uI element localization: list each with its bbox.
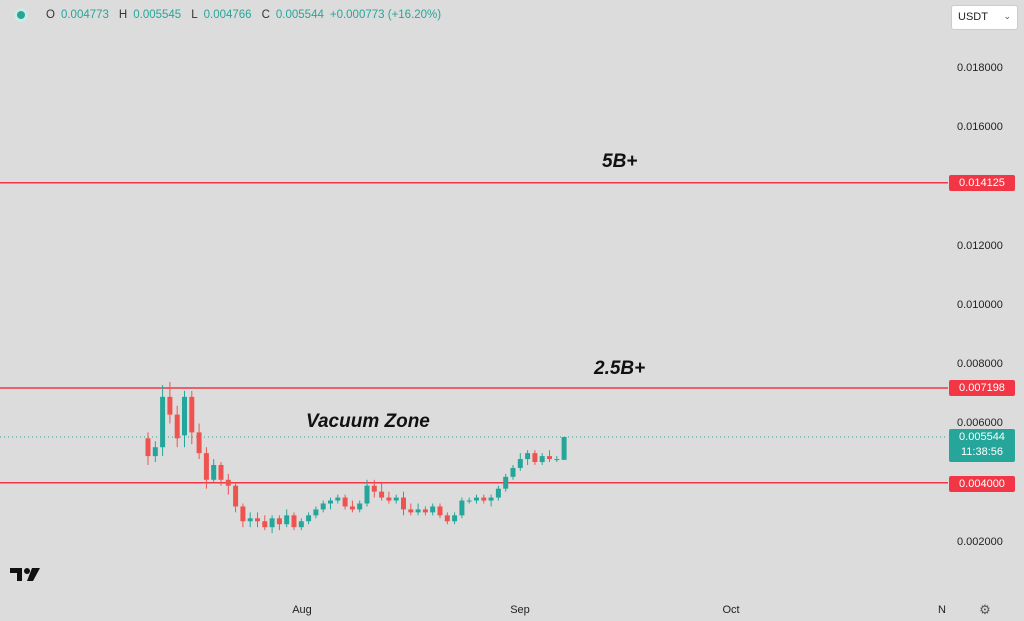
current-price: 0.005544 — [959, 431, 1005, 443]
ohlc-legend: O 0.004773 H 0.005545 L 0.004766 C 0.005544 … — [14, 8, 441, 22]
candle-body — [466, 500, 472, 502]
candle-body — [357, 503, 363, 510]
currency-select[interactable]: USDT ⌄ — [951, 5, 1018, 30]
candle-body — [269, 518, 275, 528]
candle-body — [415, 509, 421, 513]
y-tick: 0.018000 — [957, 62, 1003, 74]
candle-body — [306, 515, 312, 522]
candle-body — [452, 515, 458, 522]
chevron-down-icon: ⌄ — [1003, 11, 1011, 21]
candle-body — [554, 459, 560, 461]
close-key: C — [261, 9, 270, 21]
candle-body — [386, 497, 392, 501]
candle-body — [298, 521, 304, 528]
candle-body — [313, 509, 319, 516]
candle-body — [160, 396, 166, 448]
candle-body — [364, 485, 370, 504]
candle-body — [561, 437, 567, 460]
candle-body — [379, 491, 385, 498]
candle-body — [335, 497, 341, 501]
candle-body — [167, 396, 173, 415]
candle-body — [196, 432, 202, 454]
candle-body — [474, 497, 479, 501]
current-price-label: 0.005544 11:38:56 — [949, 429, 1015, 462]
candle-body — [408, 509, 414, 513]
level-price-label: 0.004000 — [949, 476, 1015, 492]
candle-body — [459, 500, 465, 516]
candle-body — [401, 497, 406, 510]
candle-body — [503, 476, 509, 489]
settings-gear-icon[interactable]: ⚙ — [979, 602, 991, 617]
candle-body — [444, 515, 450, 522]
candle-body — [532, 453, 538, 463]
candle-body — [320, 503, 326, 510]
low-key: L — [191, 9, 198, 21]
candle-body — [430, 506, 436, 513]
candle-body — [240, 506, 246, 522]
candle-body — [371, 485, 377, 492]
currency-label: USDT — [958, 11, 988, 23]
candle-body — [437, 506, 443, 516]
y-tick: 0.006000 — [957, 417, 1003, 429]
candle-body — [211, 464, 217, 480]
candle-body — [349, 506, 355, 510]
y-tick: 0.010000 — [957, 299, 1003, 311]
candle-body — [225, 479, 231, 486]
candle-body — [152, 447, 158, 457]
close-value: 0.005544 — [275, 9, 324, 21]
candle-body — [488, 497, 494, 501]
candle-body — [393, 497, 399, 501]
candle-body — [481, 497, 487, 501]
candle-body — [145, 438, 151, 457]
candle-body — [284, 515, 290, 525]
candle-body — [517, 459, 523, 468]
x-tick: Sep — [510, 604, 530, 616]
level-price-label: 0.007198 — [949, 380, 1015, 396]
annotation-2-5b: 2.5B+ — [594, 358, 646, 379]
candle-body — [255, 518, 260, 522]
candle-body — [174, 414, 180, 439]
candle-body — [182, 396, 187, 436]
candle-body — [189, 396, 195, 433]
y-tick: 0.012000 — [957, 240, 1003, 252]
change-value: +0.000773 (+16.20%) — [329, 9, 442, 21]
candle-body — [247, 518, 253, 522]
candle-body — [233, 485, 239, 507]
x-tick: Aug — [292, 604, 312, 616]
candle-body — [262, 521, 268, 528]
candle-body — [342, 497, 348, 507]
candle-body — [539, 456, 545, 463]
candle-body — [218, 464, 224, 480]
candle-body — [328, 500, 333, 504]
candle-body — [525, 453, 531, 460]
candlestick-chart — [0, 182, 948, 534]
status-dot-icon — [14, 8, 28, 22]
candle-body — [547, 456, 552, 460]
low-value: 0.004766 — [203, 9, 252, 21]
candle-body — [291, 515, 297, 528]
open-key: O — [46, 9, 55, 21]
y-tick: 0.016000 — [957, 121, 1003, 133]
level-price-label: 0.014125 — [949, 175, 1015, 191]
candle-body — [276, 518, 282, 525]
y-tick: 0.002000 — [957, 536, 1003, 548]
annotation-vacuum-zone: Vacuum Zone — [306, 411, 430, 432]
open-value: 0.004773 — [60, 9, 109, 21]
x-tick: N — [938, 604, 946, 616]
annotation-5b: 5B+ — [602, 151, 638, 172]
high-value: 0.005545 — [133, 9, 182, 21]
high-key: H — [118, 9, 128, 21]
candle-body — [495, 488, 501, 498]
tradingview-logo-icon[interactable] — [10, 566, 44, 587]
candle-body — [203, 453, 209, 480]
x-tick: Oct — [722, 604, 740, 616]
candle-body — [422, 509, 428, 513]
y-tick: 0.008000 — [957, 358, 1003, 370]
bar-countdown: 11:38:56 — [960, 446, 1003, 458]
candle-body — [510, 467, 516, 477]
